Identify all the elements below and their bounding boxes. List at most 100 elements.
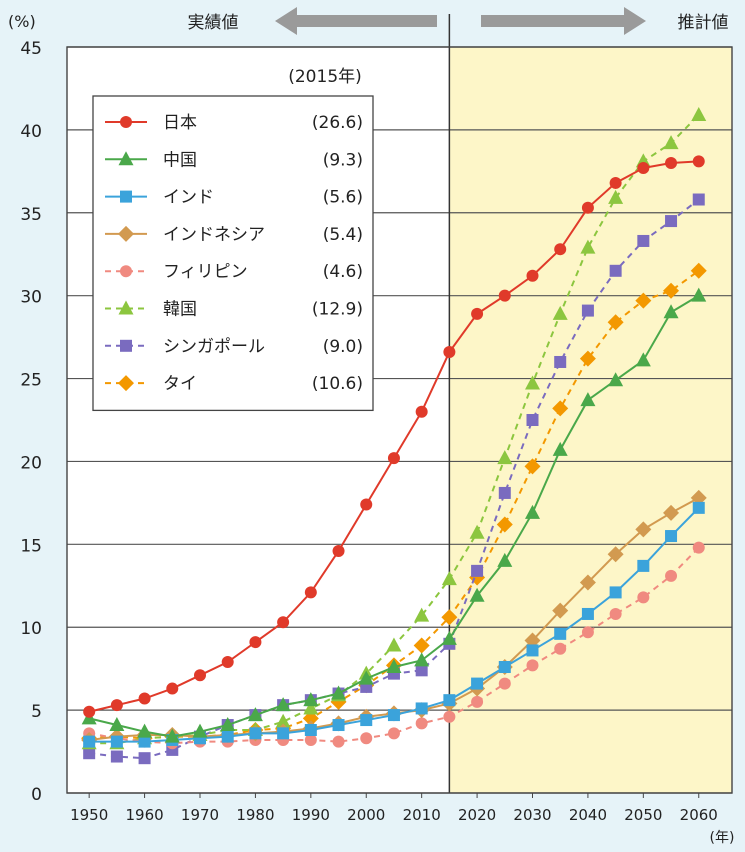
- data-point: [469, 587, 485, 602]
- data-point: [304, 724, 317, 737]
- data-point: [665, 215, 678, 228]
- data-point: [413, 637, 430, 654]
- data-point: [635, 292, 652, 309]
- y-tick-label: 10: [20, 619, 42, 639]
- legend-marker: [118, 151, 134, 166]
- data-point: [581, 607, 594, 620]
- data-point: [526, 644, 539, 657]
- data-point: [498, 661, 511, 674]
- x-tick-label: 1970: [181, 806, 219, 824]
- data-point: [220, 717, 236, 732]
- data-point: [637, 559, 650, 572]
- data-point: [83, 747, 96, 760]
- data-point: [497, 450, 513, 465]
- data-point: [690, 262, 707, 279]
- data-point: [110, 699, 123, 712]
- legend-item: フィリピン (4.6): [105, 262, 363, 282]
- y-tick-label: 45: [20, 39, 42, 59]
- x-tick-label: 2020: [458, 806, 496, 824]
- data-point: [249, 727, 262, 740]
- data-point: [275, 713, 291, 728]
- legend-label: 韓国: [163, 300, 197, 320]
- data-point: [138, 692, 151, 705]
- data-point: [524, 458, 541, 475]
- data-point: [360, 714, 373, 727]
- plot-frame: [66, 46, 733, 794]
- data-point: [415, 717, 428, 730]
- data-point: [332, 735, 345, 748]
- x-tick-label: 2030: [513, 806, 551, 824]
- data-point: [415, 405, 428, 418]
- data-point: [83, 735, 96, 748]
- data-point: [498, 289, 511, 302]
- data-point: [554, 627, 567, 640]
- data-point: [663, 304, 679, 319]
- legend-label: 中国: [163, 150, 197, 170]
- series-1: [81, 287, 707, 743]
- legend-marker: [120, 116, 132, 128]
- data-point: [277, 616, 290, 629]
- legend-value: (26.6): [312, 113, 363, 133]
- data-point: [580, 392, 596, 407]
- data-point: [637, 591, 650, 604]
- legend-marker: [118, 300, 134, 315]
- legend-item: 日本 (26.6): [105, 113, 363, 133]
- data-point: [609, 586, 622, 599]
- data-point: [110, 735, 123, 748]
- data-point: [387, 452, 400, 465]
- data-point: [608, 372, 624, 387]
- legend-item: インドネシア (5.4): [105, 225, 363, 245]
- data-point: [607, 314, 624, 331]
- x-tick-label: 2010: [403, 806, 441, 824]
- projection-label: 推計値: [678, 13, 729, 33]
- data-point: [387, 709, 400, 722]
- data-point: [415, 702, 428, 715]
- data-point: [303, 692, 319, 707]
- data-point: [665, 569, 678, 582]
- projection-region-bg: [449, 47, 732, 793]
- data-point: [692, 501, 705, 514]
- data-point: [164, 728, 180, 743]
- data-point: [247, 707, 263, 722]
- y-tick-label: 5: [31, 702, 42, 722]
- legend-item: 韓国 (12.9): [105, 300, 363, 320]
- legend-item: タイ (10.6): [105, 374, 363, 394]
- y-tick-label: 40: [20, 122, 42, 142]
- data-point: [580, 239, 596, 254]
- x-unit-label: (年): [710, 830, 735, 846]
- legend-label: インド: [163, 188, 214, 208]
- data-point: [386, 659, 402, 674]
- data-point: [443, 694, 456, 707]
- legend-marker: [120, 339, 132, 352]
- data-point: [387, 727, 400, 740]
- y-tick-label: 35: [20, 205, 42, 225]
- data-point: [166, 682, 179, 695]
- series-line: [88, 546, 700, 745]
- data-point: [554, 243, 567, 256]
- x-tick-label: 2040: [569, 806, 607, 824]
- data-point: [691, 106, 707, 121]
- data-point: [552, 305, 568, 320]
- legend-box: [92, 95, 374, 412]
- data-point: [665, 530, 678, 543]
- y-tick-label: 30: [20, 288, 42, 308]
- data-point: [692, 193, 705, 206]
- data-point: [609, 176, 622, 189]
- legend-label: タイ: [163, 374, 197, 394]
- data-point: [277, 727, 290, 740]
- data-point: [110, 750, 123, 763]
- data-point: [304, 586, 317, 599]
- legend-item: 中国 (9.3): [105, 150, 363, 170]
- data-point: [471, 695, 484, 708]
- data-point: [441, 609, 458, 626]
- data-point: [552, 602, 569, 619]
- data-point: [635, 352, 651, 367]
- x-tick-label: 1950: [70, 806, 108, 824]
- data-point: [552, 400, 569, 417]
- data-point: [692, 541, 705, 554]
- data-point: [525, 375, 540, 390]
- legend-marker: [120, 190, 132, 203]
- legend-item: シンガポール (9.0): [105, 337, 363, 357]
- legend-year-label: (2015年): [288, 67, 362, 87]
- data-point: [138, 735, 151, 748]
